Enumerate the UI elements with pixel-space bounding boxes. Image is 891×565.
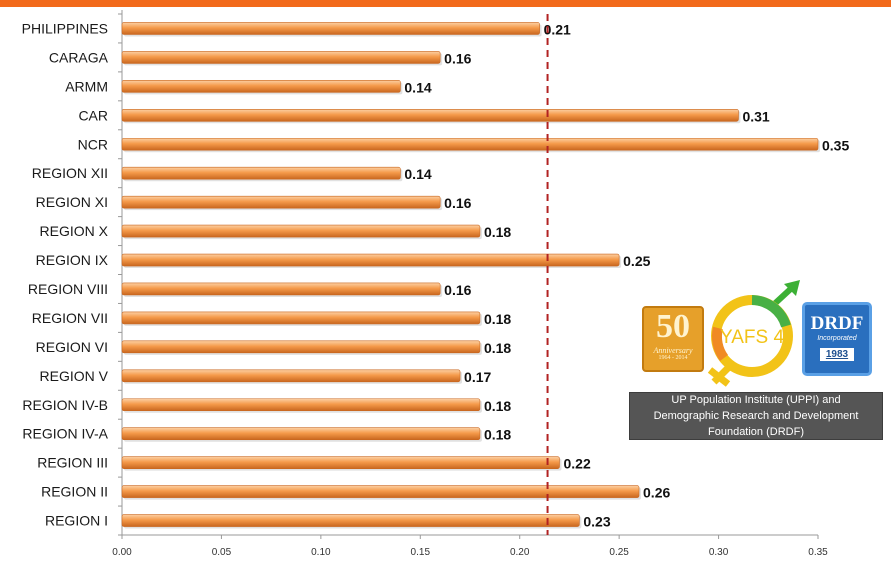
- bars-layer: [121, 22, 820, 529]
- category-label: PHILIPPINES: [22, 20, 108, 36]
- bar: [121, 282, 441, 296]
- value-label: 0.23: [583, 514, 610, 530]
- x-tick-label: 0.15: [411, 547, 431, 558]
- category-label: REGION VIII: [28, 281, 108, 297]
- bar: [121, 80, 401, 93]
- value-label: 0.16: [444, 282, 471, 298]
- x-tick-label: 0.30: [709, 547, 729, 558]
- x-tick-label: 0.25: [609, 547, 629, 558]
- drdf-logo-year: 1983: [819, 348, 855, 361]
- x-tick-label: 0.00: [112, 547, 132, 558]
- category-label: REGION XI: [36, 194, 108, 210]
- uppi-logo-caption: Anniversary: [653, 346, 693, 355]
- yafs4-logo-text: YAFS 4: [720, 327, 784, 348]
- category-label: REGION X: [40, 223, 109, 239]
- bar: [121, 514, 580, 527]
- bar: [121, 109, 739, 122]
- value-label: 0.14: [404, 166, 431, 182]
- x-tick-labels: 0.00 0.05 0.10 0.15 0.20 0.25 0.30 0.35: [112, 535, 828, 558]
- value-label: 0.25: [623, 253, 650, 269]
- bar: [121, 195, 441, 209]
- category-label: REGION IV-B: [22, 397, 108, 413]
- drdf-logo-name: DRDF: [810, 313, 864, 334]
- bar: [121, 22, 540, 35]
- bar: [121, 398, 481, 412]
- bar: [121, 369, 461, 383]
- category-label: NCR: [78, 136, 108, 152]
- bar: [121, 340, 481, 354]
- bar: [121, 485, 640, 498]
- category-label: REGION VI: [36, 339, 108, 355]
- bar: [121, 137, 819, 151]
- value-label: 0.17: [464, 369, 491, 385]
- value-label: 0.16: [444, 50, 471, 66]
- uppi-anniversary-logo: 50 Anniversary 1964 - 2014: [642, 306, 704, 372]
- value-label: 0.16: [444, 195, 471, 211]
- value-label: 0.14: [404, 79, 431, 95]
- category-label: REGION IX: [36, 252, 109, 268]
- value-label: 0.18: [484, 311, 511, 327]
- category-label: REGION II: [41, 484, 108, 500]
- value-label: 0.18: [484, 427, 511, 443]
- category-label: REGION XII: [32, 165, 108, 181]
- value-label: 0.31: [742, 108, 769, 124]
- drdf-logo: DRDF Incorporated 1983: [802, 302, 872, 376]
- value-label: 0.18: [484, 398, 511, 414]
- category-label: REGION IV-A: [22, 426, 108, 442]
- bar: [121, 427, 481, 440]
- source-caption: UP Population Institute (UPPI) and Demog…: [629, 392, 883, 440]
- bar: [121, 51, 441, 64]
- value-labels: 0.21 0.16 0.14 0.31 0.35 0.14 0.16 0.18 0.25 0.16…: [404, 21, 849, 529]
- yafs4-logo: YAFS 4: [707, 280, 800, 387]
- category-label: REGION V: [40, 368, 109, 384]
- uppi-logo-number: 50: [656, 308, 690, 345]
- category-label: ARMM: [65, 78, 108, 94]
- bar: [121, 456, 560, 469]
- x-tick-label: 0.20: [510, 547, 530, 558]
- category-label: CARAGA: [49, 49, 109, 65]
- uppi-logo-years: 1964 - 2014: [658, 355, 688, 361]
- bar: [121, 166, 401, 180]
- category-label: CAR: [78, 107, 108, 123]
- category-label: REGION VII: [32, 310, 108, 326]
- x-tick-label: 0.10: [311, 547, 331, 558]
- bar: [121, 224, 481, 238]
- value-label: 0.18: [484, 340, 511, 356]
- top-accent-bar: [0, 0, 891, 7]
- value-label: 0.22: [563, 456, 590, 472]
- value-label: 0.21: [544, 21, 571, 37]
- x-tick-label: 0.35: [808, 547, 828, 558]
- bar: [121, 253, 620, 267]
- value-label: 0.18: [484, 224, 511, 240]
- category-labels: PHILIPPINES CARAGA ARMM CAR NCR REGION XII REG…: [22, 20, 109, 528]
- value-label: 0.26: [643, 485, 670, 501]
- x-tick-label: 0.05: [212, 547, 232, 558]
- logo-group: 50 Anniversary 1964 - 2014 YAFS 4 DRDF I…: [642, 278, 874, 388]
- drdf-logo-sub: Incorporated: [817, 335, 857, 342]
- category-label: REGION I: [45, 513, 108, 529]
- value-label: 0.35: [822, 137, 849, 153]
- axis-layer: [118, 10, 818, 536]
- category-label: REGION III: [37, 455, 108, 471]
- bar: [121, 311, 481, 325]
